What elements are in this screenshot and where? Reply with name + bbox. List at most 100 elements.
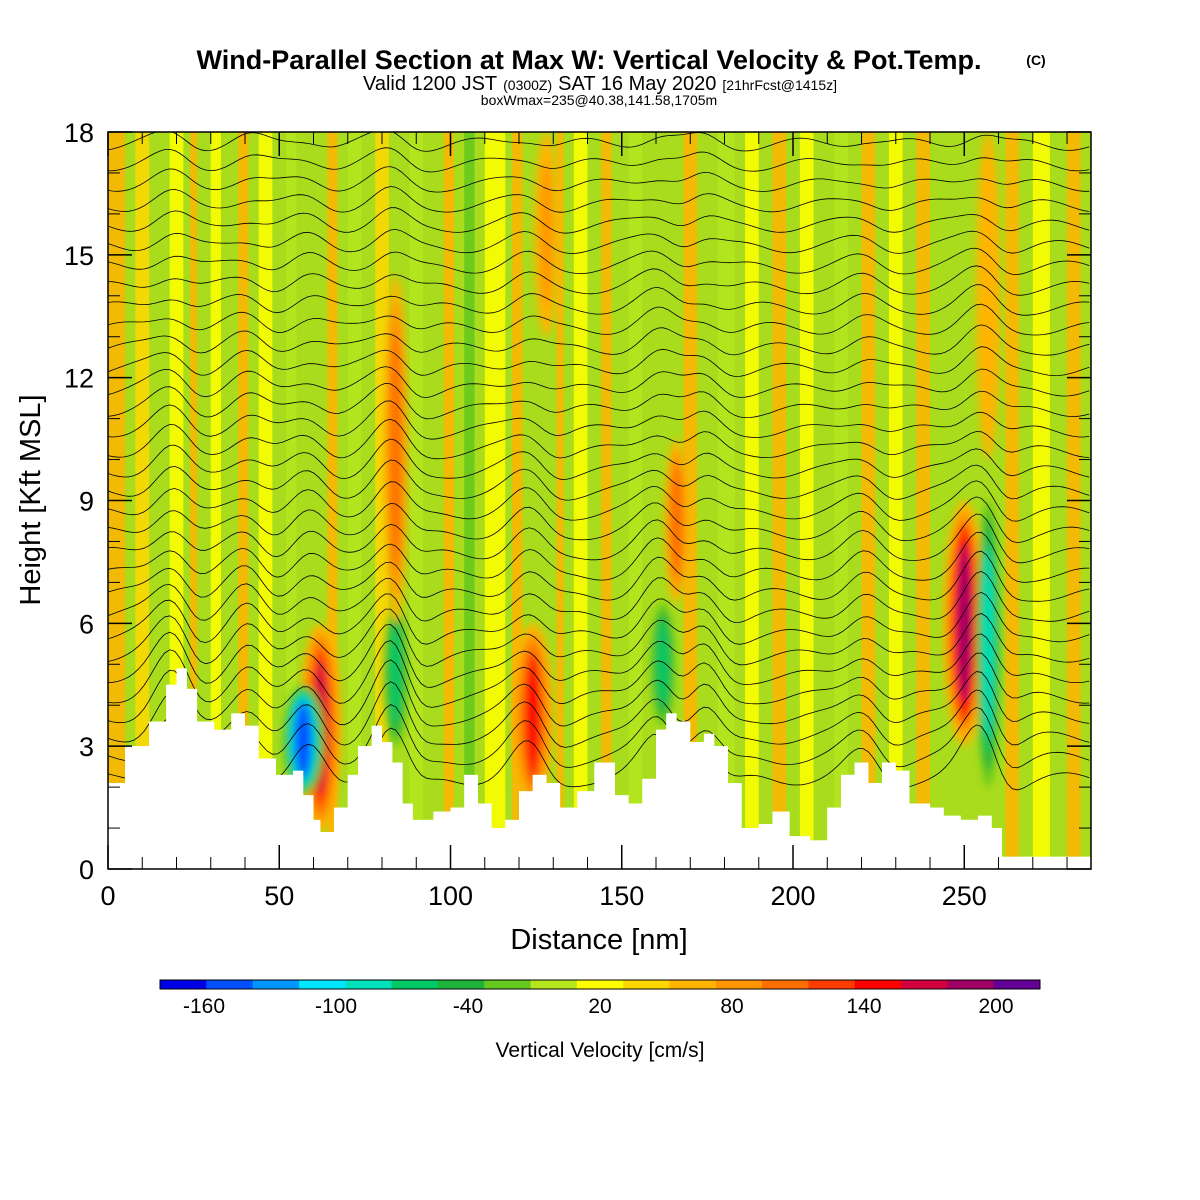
forecast-info: [21hrFcst@1415z] <box>722 77 837 93</box>
velocity-band <box>108 132 126 857</box>
velocity-band <box>238 132 249 857</box>
velocity-feature <box>982 548 994 739</box>
y-tick-label: 18 <box>64 118 94 148</box>
colorbar-swatch <box>901 980 948 989</box>
colorbar-swatch <box>993 980 1041 989</box>
x-tick-label: 200 <box>770 881 815 911</box>
y-tick-label: 6 <box>79 609 94 639</box>
velocity-feature <box>980 168 996 423</box>
colorbar-swatch <box>623 980 670 989</box>
colorbar-swatch <box>669 980 717 989</box>
theta-contour <box>108 640 1090 708</box>
velocity-band <box>888 132 903 857</box>
colorbar-tick-label: -160 <box>183 995 225 1018</box>
theta-contour <box>108 608 1090 667</box>
velocity-band <box>512 132 523 857</box>
theta-contour <box>108 228 1090 254</box>
x-tick-label: 250 <box>942 881 987 911</box>
theta-contour <box>108 382 1090 420</box>
theta-contour <box>108 496 1090 544</box>
colorbar-swatch <box>298 980 346 989</box>
colorbar-tick-label: 20 <box>588 995 611 1018</box>
theta-contour <box>108 346 1090 377</box>
colorbar-swatch <box>252 980 300 989</box>
colorbar-swatch <box>715 980 763 989</box>
valid-prefix: Valid 1200 JST <box>363 73 497 95</box>
theta-contour <box>108 704 1090 769</box>
y-axis: 0 3 6 9 12 15 18 <box>64 118 1091 885</box>
theta-contour <box>108 570 1090 624</box>
velocity-band <box>286 132 297 857</box>
colorbar-swatch <box>206 980 254 989</box>
colorbar-tick-label: 140 <box>846 995 881 1018</box>
velocity-band <box>135 132 150 857</box>
theta-contour <box>108 418 1090 460</box>
velocity-band <box>347 132 362 857</box>
theta-contour <box>108 591 1090 645</box>
colorbar-swatch <box>345 980 393 989</box>
theta-contour <box>108 247 1090 276</box>
chart-title: Wind-Parallel Section at Max W: Vertical… <box>197 45 982 75</box>
velocity-band <box>745 132 759 857</box>
x-tick-label: 50 <box>264 881 294 911</box>
y-tick-label: 3 <box>79 732 94 762</box>
theta-contour <box>108 438 1090 480</box>
colorbar-swatch <box>437 980 485 989</box>
colorbar-tick-label: 80 <box>720 995 743 1018</box>
velocity-bands <box>108 132 1081 857</box>
potential-temperature-contours <box>108 112 1090 791</box>
colorbar-swatch <box>391 980 439 989</box>
theta-contour <box>108 531 1090 583</box>
velocity-band <box>258 132 273 857</box>
colorbar-swatch <box>484 980 532 989</box>
colorbar-tick-label: -40 <box>453 995 483 1018</box>
colorbar-swatch <box>808 980 856 989</box>
plot-area <box>108 112 1091 869</box>
y-tick-label: 9 <box>79 487 94 517</box>
colorbar-frame <box>159 979 1041 990</box>
velocity-band <box>409 132 424 857</box>
velocity-band <box>484 132 506 857</box>
velocity-band <box>861 132 876 857</box>
velocity-band <box>210 132 222 857</box>
velocity-band <box>464 132 475 857</box>
theta-contour <box>108 132 1090 152</box>
box-wmax-text: boxWmax=235@40.38,141.58,1705m <box>481 92 717 108</box>
velocity-band <box>1067 132 1081 857</box>
velocity-band <box>628 132 643 857</box>
velocity-feature <box>296 704 310 776</box>
valid-utc: (0300Z) <box>503 77 552 93</box>
y-tick-label: 15 <box>64 241 94 271</box>
theta-contour <box>108 303 1090 336</box>
velocity-feature <box>389 624 402 725</box>
theta-contour <box>108 459 1090 501</box>
colorbar-label: Vertical Velocity [cm/s] <box>496 1039 705 1062</box>
velocity-band <box>443 132 454 857</box>
colorbar-swatch <box>762 980 809 989</box>
theta-contour <box>108 400 1090 440</box>
velocity-feature <box>389 327 402 572</box>
theta-contour <box>108 284 1090 316</box>
theta-contour <box>108 207 1090 234</box>
theta-contour <box>108 623 1090 688</box>
theta-contour <box>108 186 1090 213</box>
colorbar: -160 -100 -40 20 80 140 200 <box>159 979 1041 1018</box>
velocity-band <box>717 132 735 857</box>
velocity-band <box>916 132 931 857</box>
velocity-band <box>327 132 338 857</box>
y-tick-label: 12 <box>64 364 94 394</box>
x-axis-label: Distance [nm] <box>510 924 687 956</box>
velocity-band <box>772 132 787 857</box>
terrain <box>108 668 1091 869</box>
theta-contour <box>108 265 1090 296</box>
y-tick-label: 0 <box>79 855 94 885</box>
velocity-feature <box>540 162 553 307</box>
colorbar-swatch <box>160 980 207 989</box>
x-axis: 0 50 100 150 200 250 <box>100 132 1068 911</box>
colorbar-swatch <box>854 980 902 989</box>
theta-contour <box>108 112 1089 131</box>
theta-contour <box>108 366 1090 399</box>
colorbar-swatch <box>576 980 624 989</box>
velocity-band <box>190 132 198 857</box>
